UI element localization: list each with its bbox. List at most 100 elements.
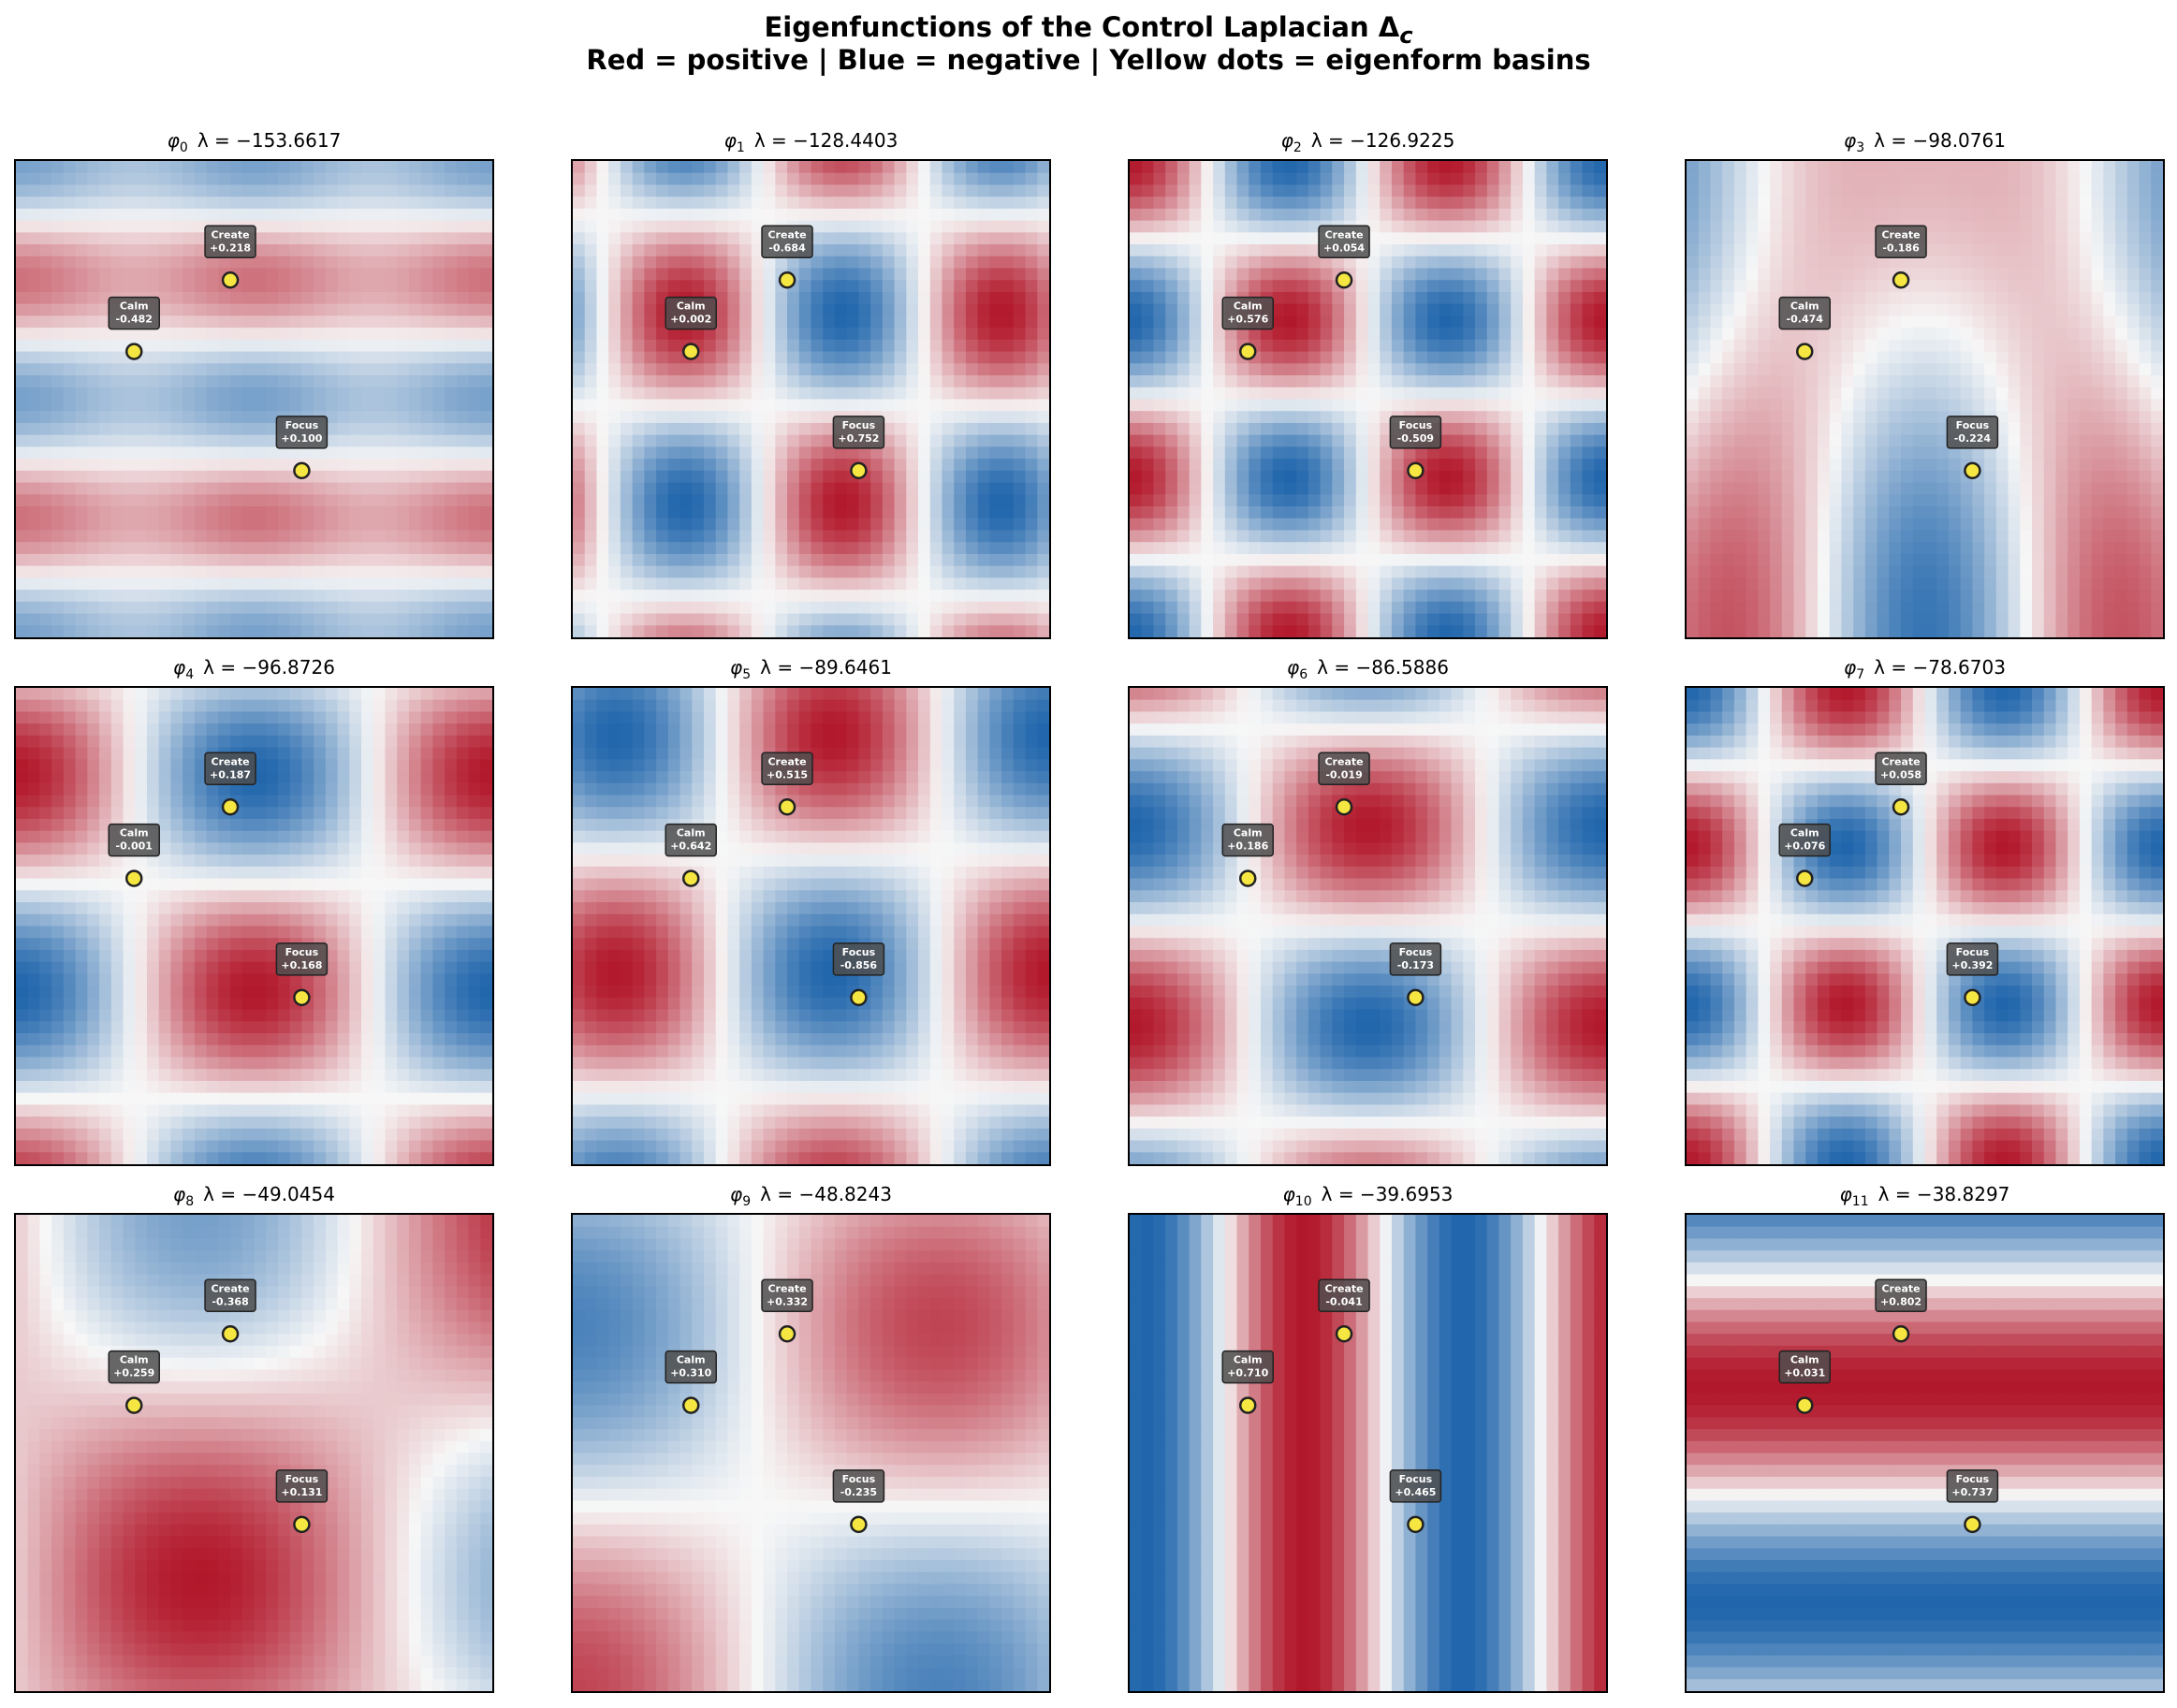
heatmap-cell — [1001, 422, 1015, 436]
heatmap-cell — [266, 411, 279, 424]
heatmap-cell — [1308, 530, 1322, 543]
heatmap-cell — [1546, 363, 1559, 376]
heatmap-cell — [644, 446, 657, 460]
heatmap-cell — [882, 530, 896, 543]
heatmap-cell — [1570, 351, 1584, 364]
heatmap-cell — [408, 220, 422, 233]
heatmap-cell — [1037, 601, 1049, 615]
heatmap-cell — [277, 375, 291, 388]
heatmap-cell — [1511, 613, 1524, 626]
heatmap-cell — [1687, 161, 1700, 174]
heatmap-cell — [39, 422, 52, 436]
heatmap-cell — [918, 446, 931, 460]
heatmap-cell — [1249, 446, 1262, 460]
heatmap-cell — [63, 244, 77, 257]
heatmap-cell — [1332, 161, 1345, 174]
heatmap-cell — [942, 518, 955, 532]
heatmap-cell — [834, 565, 848, 578]
heatmap-cell — [703, 339, 717, 353]
heatmap-cell — [361, 590, 374, 603]
heatmap-cell — [894, 553, 907, 567]
heatmap-cell — [1367, 482, 1381, 495]
heatmap-cell — [289, 232, 302, 245]
heatmap-cell — [787, 363, 800, 376]
heatmap-cell — [27, 303, 41, 317]
heatmap-cell — [314, 328, 327, 341]
heatmap-cell — [206, 434, 219, 447]
heatmap-cell — [1141, 482, 1155, 495]
heatmap-cell — [170, 459, 183, 472]
heatmap-cell — [1451, 291, 1464, 305]
heatmap-cell — [1296, 328, 1309, 341]
heatmap-cell — [1201, 291, 1214, 305]
heatmap-cell — [1486, 232, 1500, 245]
heatmap-cell — [397, 291, 410, 305]
heatmap-cell — [1260, 590, 1274, 603]
heatmap-cell — [644, 172, 657, 186]
heatmap-cell — [1486, 399, 1500, 412]
heatmap-cell — [1001, 339, 1015, 353]
heatmap-cell — [183, 482, 196, 495]
heatmap-cell — [51, 291, 65, 305]
heatmap-cell — [1534, 375, 1547, 388]
heatmap-cell — [1355, 303, 1369, 317]
heatmap-cell — [1511, 411, 1524, 424]
heatmap-cell — [1025, 625, 1038, 637]
heatmap-cell — [373, 208, 387, 222]
heatmap-cell — [1224, 280, 1238, 293]
heatmap-cell — [679, 601, 693, 615]
heatmap-cell — [87, 375, 100, 388]
heatmap-cell — [727, 399, 740, 412]
heatmap-cell — [1320, 328, 1333, 341]
heatmap-cell — [667, 411, 681, 424]
heatmap-cell — [1296, 291, 1309, 305]
heatmap-cell — [620, 399, 634, 412]
basin-label-box — [1389, 416, 1442, 449]
heatmap-cell — [480, 172, 492, 186]
heatmap-cell — [727, 530, 740, 543]
heatmap-cell — [170, 328, 183, 341]
heatmap-cell — [1025, 220, 1038, 233]
heatmap-cell — [1344, 542, 1357, 555]
heatmap-cell — [1236, 197, 1249, 210]
heatmap-cell — [1511, 494, 1524, 507]
heatmap-cell — [918, 244, 931, 257]
heatmap-cell — [277, 339, 291, 353]
heatmap-cell — [230, 422, 243, 436]
heatmap-cell — [1522, 494, 1536, 507]
heatmap-cell — [206, 518, 219, 532]
heatmap-cell — [834, 375, 848, 388]
heatmap-cell — [656, 494, 669, 507]
heatmap-cell — [584, 434, 598, 447]
heatmap-cell — [349, 577, 362, 591]
heatmap-cell — [882, 315, 896, 328]
heatmap-cell — [989, 197, 1002, 210]
heatmap-cell — [596, 363, 609, 376]
heatmap-cell — [894, 363, 907, 376]
heatmap-cell — [667, 172, 681, 186]
heatmap-cell — [811, 161, 824, 174]
heatmap-cell — [1403, 387, 1416, 401]
heatmap-cell — [846, 291, 859, 305]
heatmap-cell — [1582, 542, 1595, 555]
heatmap-cell — [715, 542, 729, 555]
heatmap-cell — [858, 172, 871, 186]
heatmap-cell — [1201, 172, 1214, 186]
heatmap-cell — [727, 577, 740, 591]
heatmap-cell — [241, 590, 256, 603]
heatmap-cell — [882, 220, 896, 233]
heatmap-cell — [1522, 375, 1536, 388]
heatmap-cell — [1001, 459, 1015, 472]
heatmap-cell — [349, 303, 362, 317]
heatmap-cell — [1427, 303, 1440, 317]
heatmap-cell — [989, 232, 1002, 245]
heatmap-cell — [1284, 590, 1297, 603]
heatmap-cell — [361, 518, 374, 532]
heatmap-cell — [1272, 315, 1286, 328]
heatmap-cell — [373, 494, 387, 507]
heatmap-cell — [1463, 363, 1476, 376]
heatmap-cell — [977, 399, 990, 412]
heatmap-cell — [1901, 184, 1914, 197]
heatmap-cell — [241, 470, 256, 484]
heatmap-cell — [277, 315, 291, 328]
